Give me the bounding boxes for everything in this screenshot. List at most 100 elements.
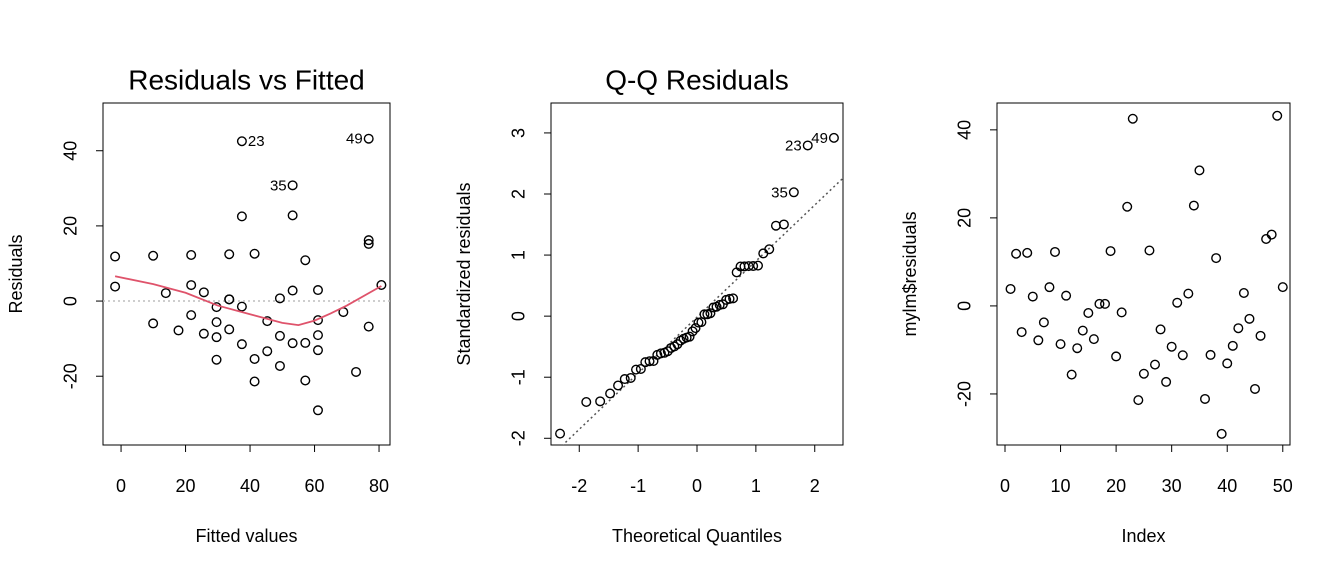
point <box>758 248 769 259</box>
point <box>287 180 298 191</box>
point <box>249 248 260 259</box>
point <box>211 332 222 343</box>
point <box>1188 200 1199 211</box>
point <box>728 293 739 304</box>
point <box>1005 283 1016 294</box>
point <box>300 337 311 348</box>
x-tick-label: 0 <box>692 476 702 496</box>
x-tick-label: 20 <box>176 476 196 496</box>
point <box>160 288 171 299</box>
point <box>1211 253 1222 264</box>
point <box>148 318 159 329</box>
point <box>1227 340 1238 351</box>
point <box>699 309 710 320</box>
point <box>287 285 298 296</box>
panel: Index mylm$residuals 0 10 20 30 40 50 -20 0 20 40 <box>900 102 1293 546</box>
point <box>148 250 159 261</box>
point <box>635 363 646 374</box>
y-tick-label: 0 <box>509 311 529 321</box>
point <box>1011 248 1022 259</box>
point <box>644 356 655 367</box>
point <box>770 220 781 231</box>
point <box>363 238 374 249</box>
point <box>1022 247 1033 258</box>
point <box>236 211 247 222</box>
point <box>376 280 387 291</box>
point <box>752 260 763 271</box>
y-tick-label: -2 <box>509 430 529 446</box>
point <box>669 341 680 352</box>
point <box>1216 428 1227 439</box>
x-tick-label: 20 <box>1106 476 1126 496</box>
plot-box <box>996 102 1291 446</box>
point <box>351 366 362 377</box>
y-tick-label: 0 <box>955 301 975 311</box>
point <box>224 324 235 335</box>
x-tick-label: 50 <box>1273 476 1293 496</box>
point <box>1116 307 1127 318</box>
y-tick-label: 2 <box>509 189 529 199</box>
point <box>312 345 323 356</box>
point <box>828 132 839 143</box>
point <box>705 308 716 319</box>
point <box>249 353 260 364</box>
point <box>300 255 311 266</box>
point <box>224 249 235 260</box>
point <box>1161 376 1172 387</box>
x-tick-label: 2 <box>810 476 820 496</box>
point <box>1016 327 1027 338</box>
point <box>1199 393 1210 404</box>
point <box>312 285 323 296</box>
point <box>363 235 374 246</box>
point <box>1049 246 1060 257</box>
point <box>274 360 285 371</box>
y-tick-label: 0 <box>61 296 81 306</box>
point <box>1038 317 1049 328</box>
x-tick-label: 0 <box>1000 476 1010 496</box>
point <box>684 331 695 342</box>
point <box>1077 325 1088 336</box>
panel: Residuals vs Fitted Fitted values Residual… <box>6 64 391 546</box>
point <box>198 328 209 339</box>
point <box>1088 334 1099 345</box>
point <box>1138 368 1149 379</box>
point <box>1055 339 1066 350</box>
point <box>236 136 247 147</box>
point <box>605 388 616 399</box>
point-label: 49 <box>346 131 363 148</box>
point <box>1238 288 1249 299</box>
point <box>1061 290 1072 301</box>
point <box>662 346 673 357</box>
y-tick-label: -20 <box>61 363 81 389</box>
point <box>236 339 247 350</box>
point <box>287 210 298 221</box>
point <box>802 140 813 151</box>
point <box>687 326 698 337</box>
point <box>287 338 298 349</box>
point <box>1133 395 1144 406</box>
point <box>631 364 642 375</box>
point <box>186 250 197 261</box>
point <box>1244 313 1255 324</box>
point <box>236 301 247 312</box>
point <box>1149 359 1160 370</box>
point <box>1177 350 1188 361</box>
point <box>619 374 630 385</box>
point <box>724 293 735 304</box>
point <box>1127 113 1138 124</box>
point <box>274 330 285 341</box>
point <box>1172 297 1183 308</box>
point-label: 23 <box>248 133 265 150</box>
x-tick-label: 0 <box>116 476 126 496</box>
plot-box <box>550 102 844 446</box>
point <box>211 354 222 365</box>
x-tick-label: 60 <box>305 476 325 496</box>
point <box>613 380 624 391</box>
y-tick-label: -1 <box>509 369 529 385</box>
point <box>1044 282 1055 293</box>
point <box>595 396 606 407</box>
point <box>1072 343 1083 354</box>
x-tick-label: -2 <box>571 476 587 496</box>
y-tick-label: 20 <box>955 208 975 228</box>
